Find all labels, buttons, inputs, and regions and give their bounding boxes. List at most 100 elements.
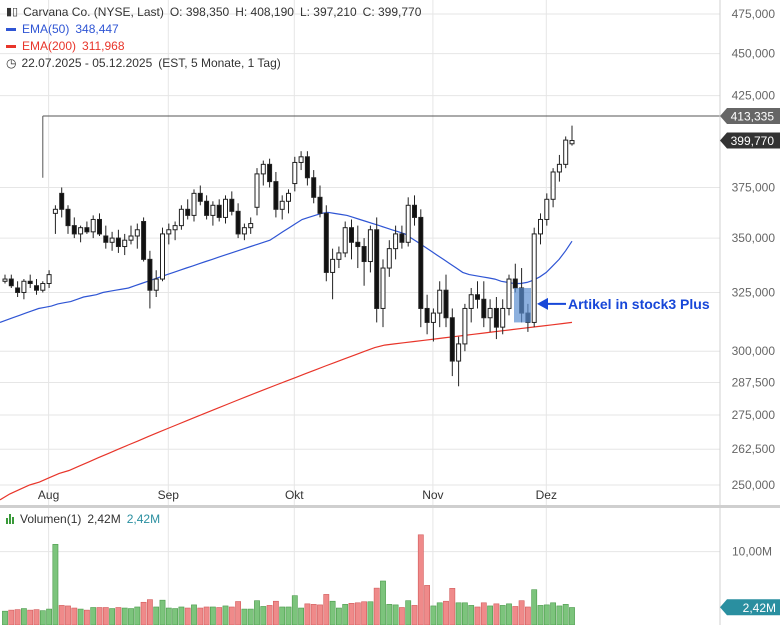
- candle: [273, 171, 279, 218]
- candle-body: [456, 343, 462, 362]
- annotation-text: Artikel in stock3 Plus: [568, 296, 710, 312]
- volume-bar: [569, 607, 575, 625]
- volume-bar: [197, 607, 204, 625]
- candle-body: [97, 218, 102, 235]
- candle-body: [197, 192, 203, 202]
- volume-bar: [235, 601, 241, 625]
- volume-series: [0, 534, 720, 625]
- candle: [197, 185, 203, 206]
- candle: [374, 217, 380, 323]
- volume-bar: [417, 534, 424, 625]
- volume-bar: [304, 603, 311, 625]
- candle-body: [462, 307, 468, 345]
- candle: [115, 229, 121, 253]
- volume-bar: [228, 606, 235, 625]
- annotation-marker: [514, 287, 531, 323]
- candle-body: [160, 233, 165, 280]
- legend-range-note: (EST, 5 Monate, 1 Tag): [158, 56, 281, 70]
- candle: [78, 225, 84, 243]
- volume-bar: [147, 599, 153, 625]
- volume-bar: [461, 602, 468, 625]
- candle: [279, 195, 285, 220]
- candle: [286, 189, 291, 214]
- ema200-line: [0, 321, 573, 501]
- volume-bar: [210, 606, 216, 625]
- volume-bar: [342, 604, 349, 625]
- candle: [185, 199, 191, 220]
- y-tick-label: 325,000: [732, 285, 776, 299]
- y-tick-label: 275,000: [732, 408, 776, 422]
- candle-body: [166, 229, 172, 235]
- candle: [405, 197, 411, 247]
- candle-body: [109, 237, 115, 243]
- candle: [380, 259, 386, 328]
- candle-body: [191, 192, 197, 216]
- candle-body: [84, 227, 90, 233]
- y-tick-label: 425,000: [732, 89, 776, 103]
- volume-bar: [285, 606, 292, 625]
- candle-body: [424, 307, 430, 323]
- candle: [418, 209, 424, 328]
- candle-body: [399, 233, 405, 243]
- volume-bar: [455, 602, 462, 625]
- candle: [2, 274, 8, 284]
- volume-bar: [159, 599, 166, 625]
- price-tag-label: 399,770: [731, 134, 775, 148]
- reference-line: [42, 115, 720, 178]
- volume-bar: [266, 605, 273, 625]
- candle-body: [311, 177, 317, 198]
- volume-bar: [96, 607, 103, 625]
- candle-body: [298, 156, 304, 163]
- volume-bar: [178, 606, 185, 625]
- y-tick-label: 450,000: [732, 47, 776, 61]
- candle: [46, 270, 52, 288]
- candle: [260, 160, 266, 186]
- candle: [235, 203, 241, 239]
- ema50-swatch: [6, 28, 16, 31]
- volume-bar: [386, 604, 393, 625]
- volume-bar: [543, 604, 550, 625]
- candle: [449, 308, 455, 377]
- candle: [424, 294, 430, 335]
- volume-bar: [203, 606, 210, 625]
- volume-bar: [140, 601, 147, 625]
- candle-body: [405, 204, 411, 243]
- volume-bar: [424, 585, 430, 625]
- volume-bar: [109, 608, 115, 625]
- candle-body: [330, 258, 336, 273]
- candle: [128, 225, 134, 245]
- volume-bar: [323, 594, 330, 625]
- volume-y-tick-label: 10,00M: [732, 545, 772, 559]
- candle: [153, 270, 159, 298]
- y-tick-label: 475,000: [732, 7, 776, 21]
- candle-body: [128, 235, 134, 241]
- volume-bar: [184, 607, 191, 625]
- volume-bar: [524, 606, 531, 625]
- candle: [97, 213, 102, 236]
- volume-bar: [531, 589, 538, 625]
- volume-bar: [380, 580, 386, 625]
- candle-body: [235, 210, 241, 235]
- candle-body: [468, 294, 474, 309]
- volume-bar: [58, 605, 65, 625]
- candle: [210, 201, 216, 226]
- candle-body: [273, 181, 279, 210]
- candle: [241, 223, 247, 241]
- y-tick-label: 262,500: [732, 442, 776, 456]
- volume-bar: [71, 607, 78, 625]
- volume-bar: [153, 606, 160, 625]
- legend-close: C: 399,770: [362, 5, 422, 19]
- candle: [393, 225, 399, 260]
- candle-body: [260, 163, 266, 175]
- candle-body: [147, 258, 153, 291]
- candle-body: [550, 171, 556, 200]
- volume-bar: [134, 606, 141, 625]
- candle-body: [286, 192, 291, 202]
- volume-bar: [216, 607, 223, 625]
- candle-body: [342, 227, 348, 254]
- legend-ema50-label: EMA(50): [22, 22, 70, 36]
- volume-bar: [121, 607, 128, 625]
- candle-body: [71, 225, 77, 235]
- volume-bar: [241, 608, 248, 625]
- volume-bar: [468, 605, 475, 625]
